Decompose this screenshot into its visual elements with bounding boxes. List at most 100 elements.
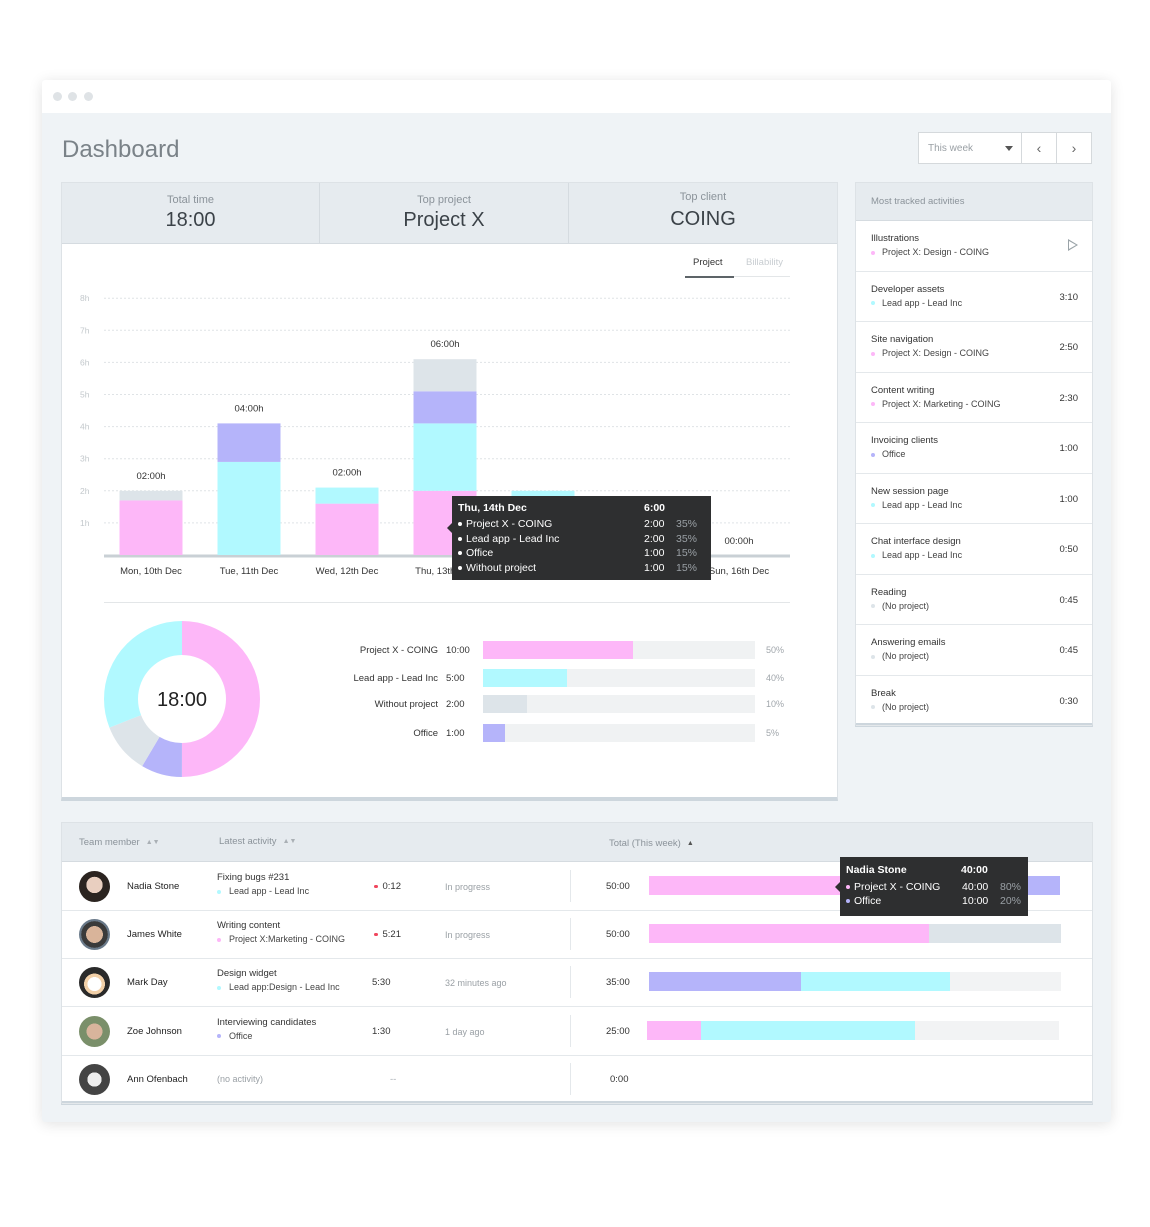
table-row[interactable]: Ann Ofenbach (no activity) -- 0:00 [62,1055,1092,1104]
breakdown-fill [483,724,505,742]
project-color-dot [871,553,875,558]
chart-tooltip: Thu, 14th Dec 6:00 Project X - COING 2:00… [447,496,711,580]
activity-list: Illustrations Project X: Design - COING De… [856,221,1092,726]
weekly-total: 50:00 [606,881,630,892]
activity-duration: 5:21 [374,929,401,940]
activity-item[interactable]: New session page Lead app - Lead Inc 1:00 [856,474,1092,524]
tooltip-row-percent: 35% [676,532,698,545]
activity-title: New session page [871,485,949,497]
chart-tabs: Project Billability [685,254,790,278]
activity-project: Lead app - Lead Inc [871,550,962,560]
project-color-dot [871,402,875,407]
bullet-icon [458,565,462,570]
weekly-bar [649,972,1061,992]
prev-week-button[interactable]: ‹ [1022,133,1057,163]
tooltip-row-percent: 20% [1000,895,1022,907]
breakdown-percent: 5% [766,728,780,738]
avatar [79,967,110,999]
activity-item[interactable]: Invoicing clients Office 1:00 [856,423,1092,474]
latest-activity-title: Design widget [217,968,277,980]
column-label: Team member [79,837,140,848]
column-label: Total (This week) [609,838,681,849]
play-icon[interactable] [1068,239,1078,251]
member-name: Mark Day [127,977,168,989]
sort-ascending-icon[interactable]: ▲ [686,839,694,847]
table-row[interactable]: James White Writing content Project X:Mark… [62,910,1092,960]
stat-value: 18:00 [165,209,216,231]
bullet-icon [846,899,850,904]
range-select[interactable]: This week [919,133,1022,163]
tooltip-row-label: Office [458,547,493,559]
bar-segment [649,924,930,944]
bar-segment [119,500,183,555]
activity-project: Office [871,449,905,459]
breakdown-fill [483,669,568,687]
breakdown-row: Project X - COING 10:00 50% [342,641,792,661]
window-dot[interactable] [84,92,93,101]
activity-item[interactable]: Reading (No project) 0:45 [856,575,1092,625]
tab-project[interactable]: Project [693,257,723,268]
donut-slice [104,621,260,777]
activity-project: Project X: Design - COING [871,348,989,358]
weekly-total: 50:00 [606,929,630,941]
window-dot[interactable] [53,92,62,101]
column-header-activity[interactable]: Latest activity ▲▼ [219,836,296,847]
activity-item[interactable]: Illustrations Project X: Design - COING [856,221,1092,272]
team-tooltip: Nadia Stone 40:00 Project X - COING 40:00… [835,857,1028,916]
activity-item[interactable]: Developer assets Lead app - Lead Inc 3:10 [856,272,1092,322]
column-header-member[interactable]: Team member ▲▼ [79,837,160,848]
activity-status: 32 minutes ago [445,978,507,989]
breakdown-time: 2:00 [446,699,465,710]
table-row[interactable]: Mark Day Design widget Lead app:Design - L… [62,958,1092,1008]
table-row[interactable]: Zoe Johnson Interviewing candidates Office… [62,1007,1092,1056]
stats-row: Total time 18:00 Top project Project X T… [62,183,837,244]
sort-icon[interactable]: ▲▼ [145,838,160,846]
activity-item[interactable]: Break (No project) 0:30 [856,676,1092,726]
y-tick-label: 1h [80,518,90,528]
activity-item[interactable]: Content writing Project X: Marketing - CO… [856,373,1092,423]
bar-total-label: 04:00h [234,403,263,414]
bar-segment [217,461,281,555]
activity-time: 3:10 [1059,291,1079,303]
y-tick-label: 2h [80,486,90,496]
activity-duration: -- [390,1073,397,1085]
bar-segment [217,423,281,462]
bar-segment [413,423,477,491]
section-divider [104,602,790,603]
column-divider [570,1062,571,1095]
y-tick-label: 3h [80,454,90,464]
y-tick-label: 7h [80,325,90,335]
tooltip-title: Nadia Stone [846,864,907,876]
bar-segment [801,972,950,992]
project-color-dot [871,705,875,710]
breakdown-time: 1:00 [446,728,465,739]
member-name: Nadia Stone [127,881,180,892]
activity-status: 1 day ago [445,1026,485,1037]
tooltip-row-time: 2:00 [644,518,665,530]
window-dot[interactable] [68,92,77,101]
tooltip-total: 6:00 [644,502,666,514]
activity-item[interactable]: Chat interface design Lead app - Lead Inc… [856,524,1092,575]
activity-project: (No project) [871,601,929,611]
activity-item[interactable]: Site navigation Project X: Design - COING… [856,322,1092,373]
breakdown-track [483,641,755,659]
activity-project: (No project) [871,651,929,661]
tooltip-total: 40:00 [961,864,988,876]
tab-billability[interactable]: Billability [746,257,783,268]
avatar [79,871,110,902]
latest-activity-title: Fixing bugs #231 [217,872,290,883]
most-tracked-panel: Most tracked activities Illustrations Pro… [855,182,1093,727]
tooltip-row-label: Project X - COING [846,881,940,893]
sort-icon[interactable]: ▲▼ [282,837,297,845]
bar-segment [119,490,183,501]
stat-value: COING [670,208,736,230]
most-tracked-title: Most tracked activities [856,183,1092,221]
activity-item[interactable]: Answering emails (No project) 0:45 [856,625,1092,676]
column-divider [570,918,571,951]
project-color-dot [217,937,221,942]
bar-total-label: 06:00h [430,339,459,350]
column-header-total[interactable]: Total (This week) ▲ [609,838,694,849]
breakdown-track [483,669,755,687]
next-week-button[interactable]: › [1057,133,1091,163]
stat-value: Project X [403,209,485,231]
